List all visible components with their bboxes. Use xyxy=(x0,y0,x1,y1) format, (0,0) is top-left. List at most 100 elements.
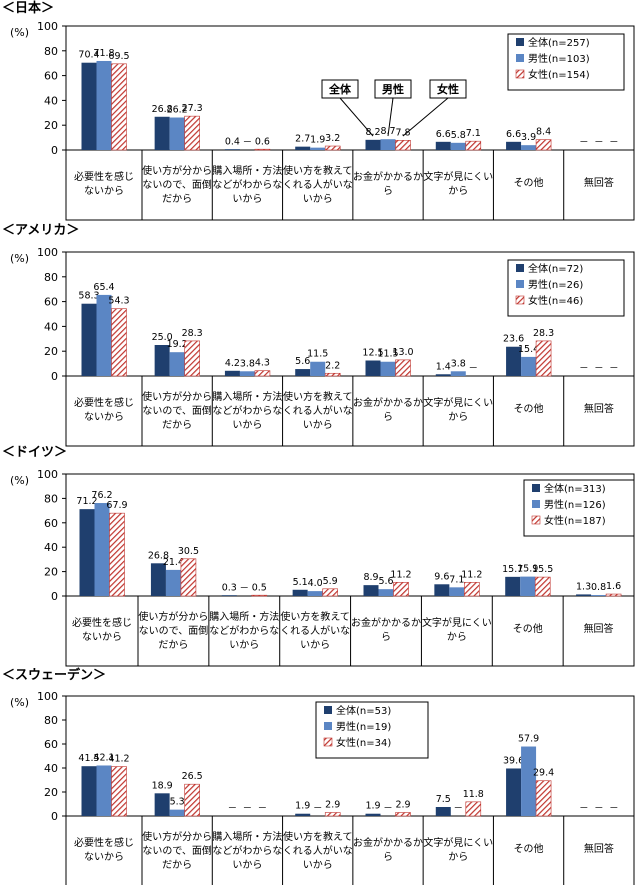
data-label: 9.6 xyxy=(434,571,449,582)
bar xyxy=(521,746,537,816)
bar xyxy=(521,356,537,376)
bar xyxy=(365,813,381,816)
y-unit-label: (%) xyxy=(10,26,29,39)
data-label: － xyxy=(383,803,393,814)
data-label: 54.3 xyxy=(108,296,129,307)
bar xyxy=(169,809,185,816)
data-label: 0.8 xyxy=(591,582,606,593)
data-label: 29.4 xyxy=(533,768,554,779)
category-label: 無回答 xyxy=(584,176,614,189)
category-label: ら xyxy=(383,185,393,197)
category-label: 無回答 xyxy=(584,622,614,635)
category-label: いから xyxy=(232,859,262,871)
bar xyxy=(324,812,341,817)
data-label: 58.3 xyxy=(78,291,99,302)
legend-swatch xyxy=(532,484,540,492)
category-label: いから xyxy=(232,419,262,431)
bar xyxy=(81,303,97,376)
y-unit-label: (%) xyxy=(10,252,29,265)
data-label: 57.9 xyxy=(518,734,539,745)
data-label: 3.9 xyxy=(521,132,536,143)
bar xyxy=(324,372,341,377)
category-label: ないから xyxy=(82,631,122,643)
bar xyxy=(254,148,271,151)
legend-item-label: 女性(n=154) xyxy=(528,68,590,81)
data-label: 11.2 xyxy=(461,569,482,580)
data-label: 7.8 xyxy=(395,127,410,138)
data-label: 19.2 xyxy=(167,339,188,350)
bar xyxy=(111,63,127,151)
category-label: だから xyxy=(158,639,188,651)
category-label: ないので、面倒 xyxy=(139,625,209,637)
legend-item-label: 女性(n=34) xyxy=(336,736,391,749)
category-label: お金がかかるか xyxy=(353,170,423,183)
bar xyxy=(520,576,536,596)
legend-item-label: 女性(n=187) xyxy=(544,514,606,527)
category-label: お金がかかるか xyxy=(351,616,421,629)
bar xyxy=(465,140,482,151)
category-label: などがわからな xyxy=(212,178,282,191)
data-label: 30.5 xyxy=(178,546,199,557)
bar xyxy=(605,593,622,597)
callout-label: 全体 xyxy=(328,82,352,96)
bar xyxy=(79,509,95,596)
legend-item-label: 男性(n=19) xyxy=(336,720,391,733)
category-label: ないので、面倒 xyxy=(142,845,212,857)
data-label: 5.1 xyxy=(293,577,308,588)
bar xyxy=(506,141,522,150)
category-label: 使い方が分から xyxy=(142,390,212,403)
category-label: ないので、面倒 xyxy=(142,179,212,191)
data-label: 23.6 xyxy=(503,334,524,345)
bar xyxy=(154,345,170,376)
chart-title: ＜日本＞ xyxy=(2,0,54,16)
data-label: 11.8 xyxy=(463,789,484,800)
data-label: 5.9 xyxy=(323,576,338,587)
data-label: － xyxy=(313,803,323,814)
callout-line xyxy=(387,97,394,137)
data-label: － xyxy=(243,137,253,148)
data-label: 2.2 xyxy=(325,360,340,371)
category-label: いから xyxy=(229,639,259,651)
data-label: 6.6 xyxy=(506,129,521,140)
y-tick-label: 40 xyxy=(44,762,58,775)
category-label: お金がかかるか xyxy=(353,396,423,409)
data-label: 21.4 xyxy=(163,557,184,568)
category-label: 使い方を教えて xyxy=(280,610,350,623)
data-label: 26.8 xyxy=(148,550,169,561)
category-label: その他 xyxy=(514,842,544,855)
data-label: 1.3 xyxy=(576,581,591,592)
data-label: － xyxy=(609,137,619,148)
bar xyxy=(81,62,97,151)
legend-swatch xyxy=(531,515,541,525)
bar xyxy=(154,116,170,150)
category-axis-box xyxy=(65,595,635,667)
data-label: － xyxy=(594,363,604,374)
data-label: 67.9 xyxy=(106,500,127,511)
data-label: 7.1 xyxy=(466,128,481,139)
y-unit-label: (%) xyxy=(10,474,29,487)
category-label: などがわからな xyxy=(212,844,282,857)
bar xyxy=(324,145,341,151)
data-label: 0.5 xyxy=(252,582,267,593)
y-tick-label: 40 xyxy=(44,94,58,107)
legend-box xyxy=(507,259,625,317)
bar xyxy=(295,813,311,816)
category-label: 無回答 xyxy=(584,402,614,415)
data-label: 15.7 xyxy=(502,564,523,575)
category-label: ないので、面倒 xyxy=(142,405,212,417)
y-tick-label: 20 xyxy=(44,345,58,358)
bar xyxy=(435,141,451,150)
category-label: 文字が見にくい xyxy=(422,616,492,629)
bar xyxy=(450,142,466,150)
bar xyxy=(295,369,311,376)
data-label: 2.9 xyxy=(395,800,410,811)
y-tick-label: 100 xyxy=(37,246,58,259)
legend-box xyxy=(507,33,625,91)
bar xyxy=(535,780,552,817)
legend-item-label: 全体(n=313) xyxy=(544,482,606,495)
data-label: 26.5 xyxy=(182,771,203,782)
chart-title: ＜ドイツ＞ xyxy=(2,445,67,460)
bar xyxy=(239,371,255,376)
